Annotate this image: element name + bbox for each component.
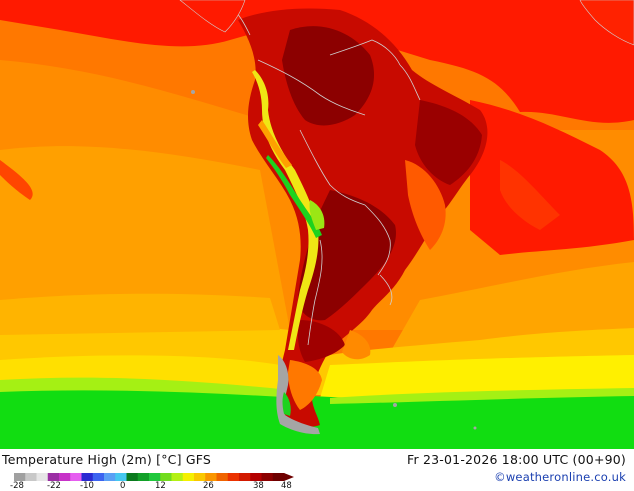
tierra-del-fuego-ice [276, 355, 320, 435]
land-orange-patch-south [342, 330, 371, 360]
southern-ocean-lime-east [330, 388, 634, 404]
central-america [179, 0, 246, 33]
scale-tick: 0 [120, 481, 126, 491]
ocean-pale-yellow-east [320, 355, 634, 398]
scale-swatch [59, 473, 71, 481]
ocean-gold-band [0, 293, 280, 335]
land-orange-patch [405, 160, 446, 250]
map-footer: Temperature High (2m) [°C] GFS Fr 23-01-… [0, 449, 634, 491]
temperature-map [0, 0, 634, 449]
scale-tick: 12 [155, 481, 166, 491]
caribbean-coast [579, 0, 634, 46]
scale-swatch [227, 473, 240, 481]
scale-swatch [149, 473, 161, 481]
scale-tick: -10 [80, 481, 94, 491]
ocean-red-gulf [500, 160, 560, 230]
island-marker [191, 90, 195, 94]
scale-swatch [25, 473, 37, 481]
scale-swatch [239, 473, 251, 481]
scale-swatch [47, 473, 60, 481]
scale-arrow-icon [284, 473, 294, 481]
ocean-streak [0, 160, 33, 200]
scale-swatch [115, 473, 127, 481]
southern-ocean-lime [0, 377, 300, 398]
andes-orange-strip [258, 120, 292, 168]
scale-swatch [272, 473, 285, 481]
andes-green-strip [266, 155, 322, 238]
land-dark-core [282, 26, 375, 126]
scale-swatch [14, 473, 26, 481]
land-dark-east [415, 100, 482, 185]
scale-tick: 48 [281, 481, 292, 491]
scale-tick: 26 [203, 481, 214, 491]
scale-swatch [261, 473, 274, 481]
island-marker [393, 403, 397, 407]
ocean-red-east [470, 100, 634, 255]
ocean-light-orange-band [0, 146, 290, 330]
scale-swatch [104, 473, 116, 481]
scale-tick: -28 [10, 481, 24, 491]
scale-tick: 38 [253, 481, 264, 491]
scale-swatch [70, 473, 82, 481]
scale-swatch [160, 473, 172, 481]
map-title: Temperature High (2m) [°C] GFS [2, 452, 212, 467]
scale-swatch [126, 473, 139, 481]
andes-lime-patch [309, 200, 325, 230]
valid-time: Fr 23-01-2026 18:00 UTC (00+90) [407, 452, 626, 467]
scale-swatch [171, 473, 184, 481]
scale-swatch [92, 473, 105, 481]
scale-swatch [205, 473, 217, 481]
patagonia-orange [288, 360, 322, 410]
site-credit-link[interactable]: ©weatheronline.co.uk [494, 470, 626, 484]
scale-swatch [250, 473, 262, 481]
scale-swatch [36, 473, 49, 481]
patagonia-green [282, 392, 291, 416]
scale-tick: -22 [47, 481, 61, 491]
color-scale-bar [14, 473, 294, 481]
ocean-red-north [0, 0, 634, 123]
scale-swatch [81, 473, 94, 481]
island-marker [473, 426, 477, 430]
scale-swatch [216, 473, 229, 481]
scale-swatch [137, 473, 150, 481]
scale-swatch [194, 473, 206, 481]
scale-swatch [182, 473, 195, 481]
